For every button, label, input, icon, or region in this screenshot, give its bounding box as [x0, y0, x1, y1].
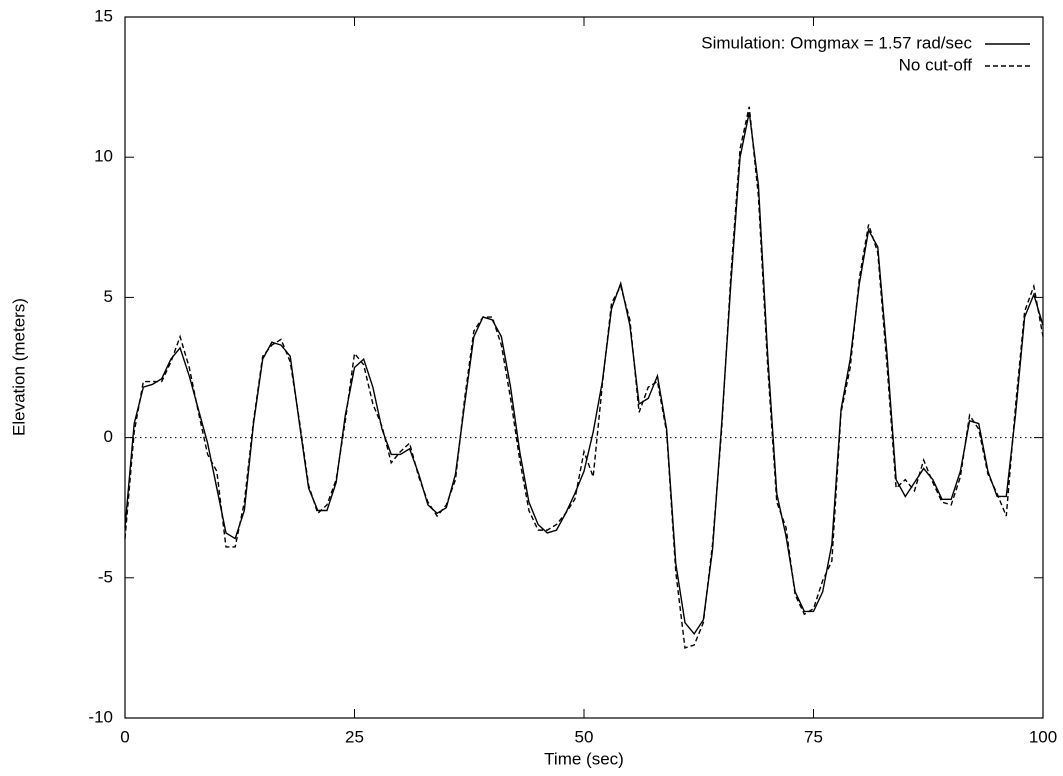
series-line [124, 112, 1044, 636]
x-tick-label: 50 [575, 727, 594, 746]
plot-frame [124, 16, 1044, 719]
x-axis-label: Time (sec) [544, 749, 624, 768]
y-tick-label: 15 [94, 6, 113, 25]
x-tick-label: 25 [345, 727, 364, 746]
x-tick-label: 0 [120, 727, 129, 746]
legend-label: No cut-off [899, 55, 973, 74]
y-tick-label: -5 [98, 567, 113, 586]
x-tick-label: 75 [804, 727, 823, 746]
y-tick-label: -10 [88, 707, 113, 726]
series-line [124, 106, 1044, 649]
y-axis-label: Elevation (meters) [9, 298, 28, 436]
legend-label: Simulation: Omgmax = 1.57 rad/sec [701, 33, 972, 52]
y-tick-label: 5 [104, 287, 113, 306]
x-tick-label: 100 [1029, 727, 1057, 746]
y-tick-label: 0 [104, 427, 113, 446]
y-tick-label: 10 [94, 147, 113, 166]
